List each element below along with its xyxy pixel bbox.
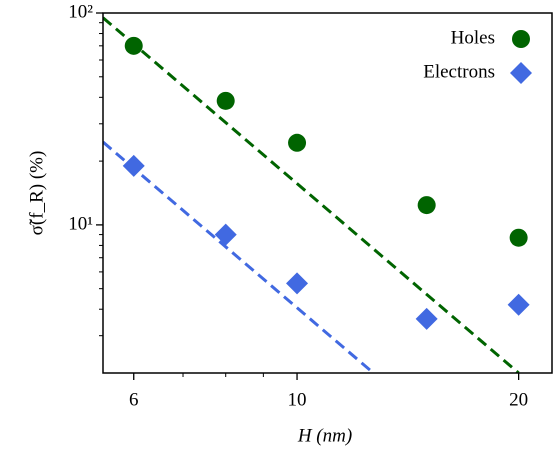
x-tick-label: 20 bbox=[509, 389, 528, 410]
marker bbox=[509, 228, 528, 247]
marker bbox=[417, 196, 436, 215]
marker bbox=[288, 133, 307, 152]
fit-line bbox=[103, 16, 520, 373]
marker bbox=[124, 36, 143, 55]
y-tick-label: 10² bbox=[68, 1, 93, 22]
marker bbox=[415, 307, 438, 330]
fit-line bbox=[103, 140, 375, 373]
legend-marker bbox=[512, 30, 530, 48]
y-axis-label: σ̃(f_R) (%) bbox=[26, 151, 47, 236]
marker bbox=[286, 272, 309, 295]
marker bbox=[507, 293, 530, 316]
marker bbox=[122, 154, 145, 177]
legend-marker bbox=[510, 62, 532, 84]
legend-label: Electrons bbox=[423, 61, 495, 82]
plot-frame bbox=[102, 12, 553, 374]
x-axis-label: H (nm) bbox=[297, 425, 352, 446]
y-tick-label: 10¹ bbox=[68, 213, 93, 234]
x-tick-label: 10 bbox=[288, 389, 307, 410]
x-tick-label: 6 bbox=[129, 389, 139, 410]
marker bbox=[214, 223, 237, 246]
marker bbox=[216, 91, 235, 110]
legend-label: Holes bbox=[451, 27, 495, 48]
